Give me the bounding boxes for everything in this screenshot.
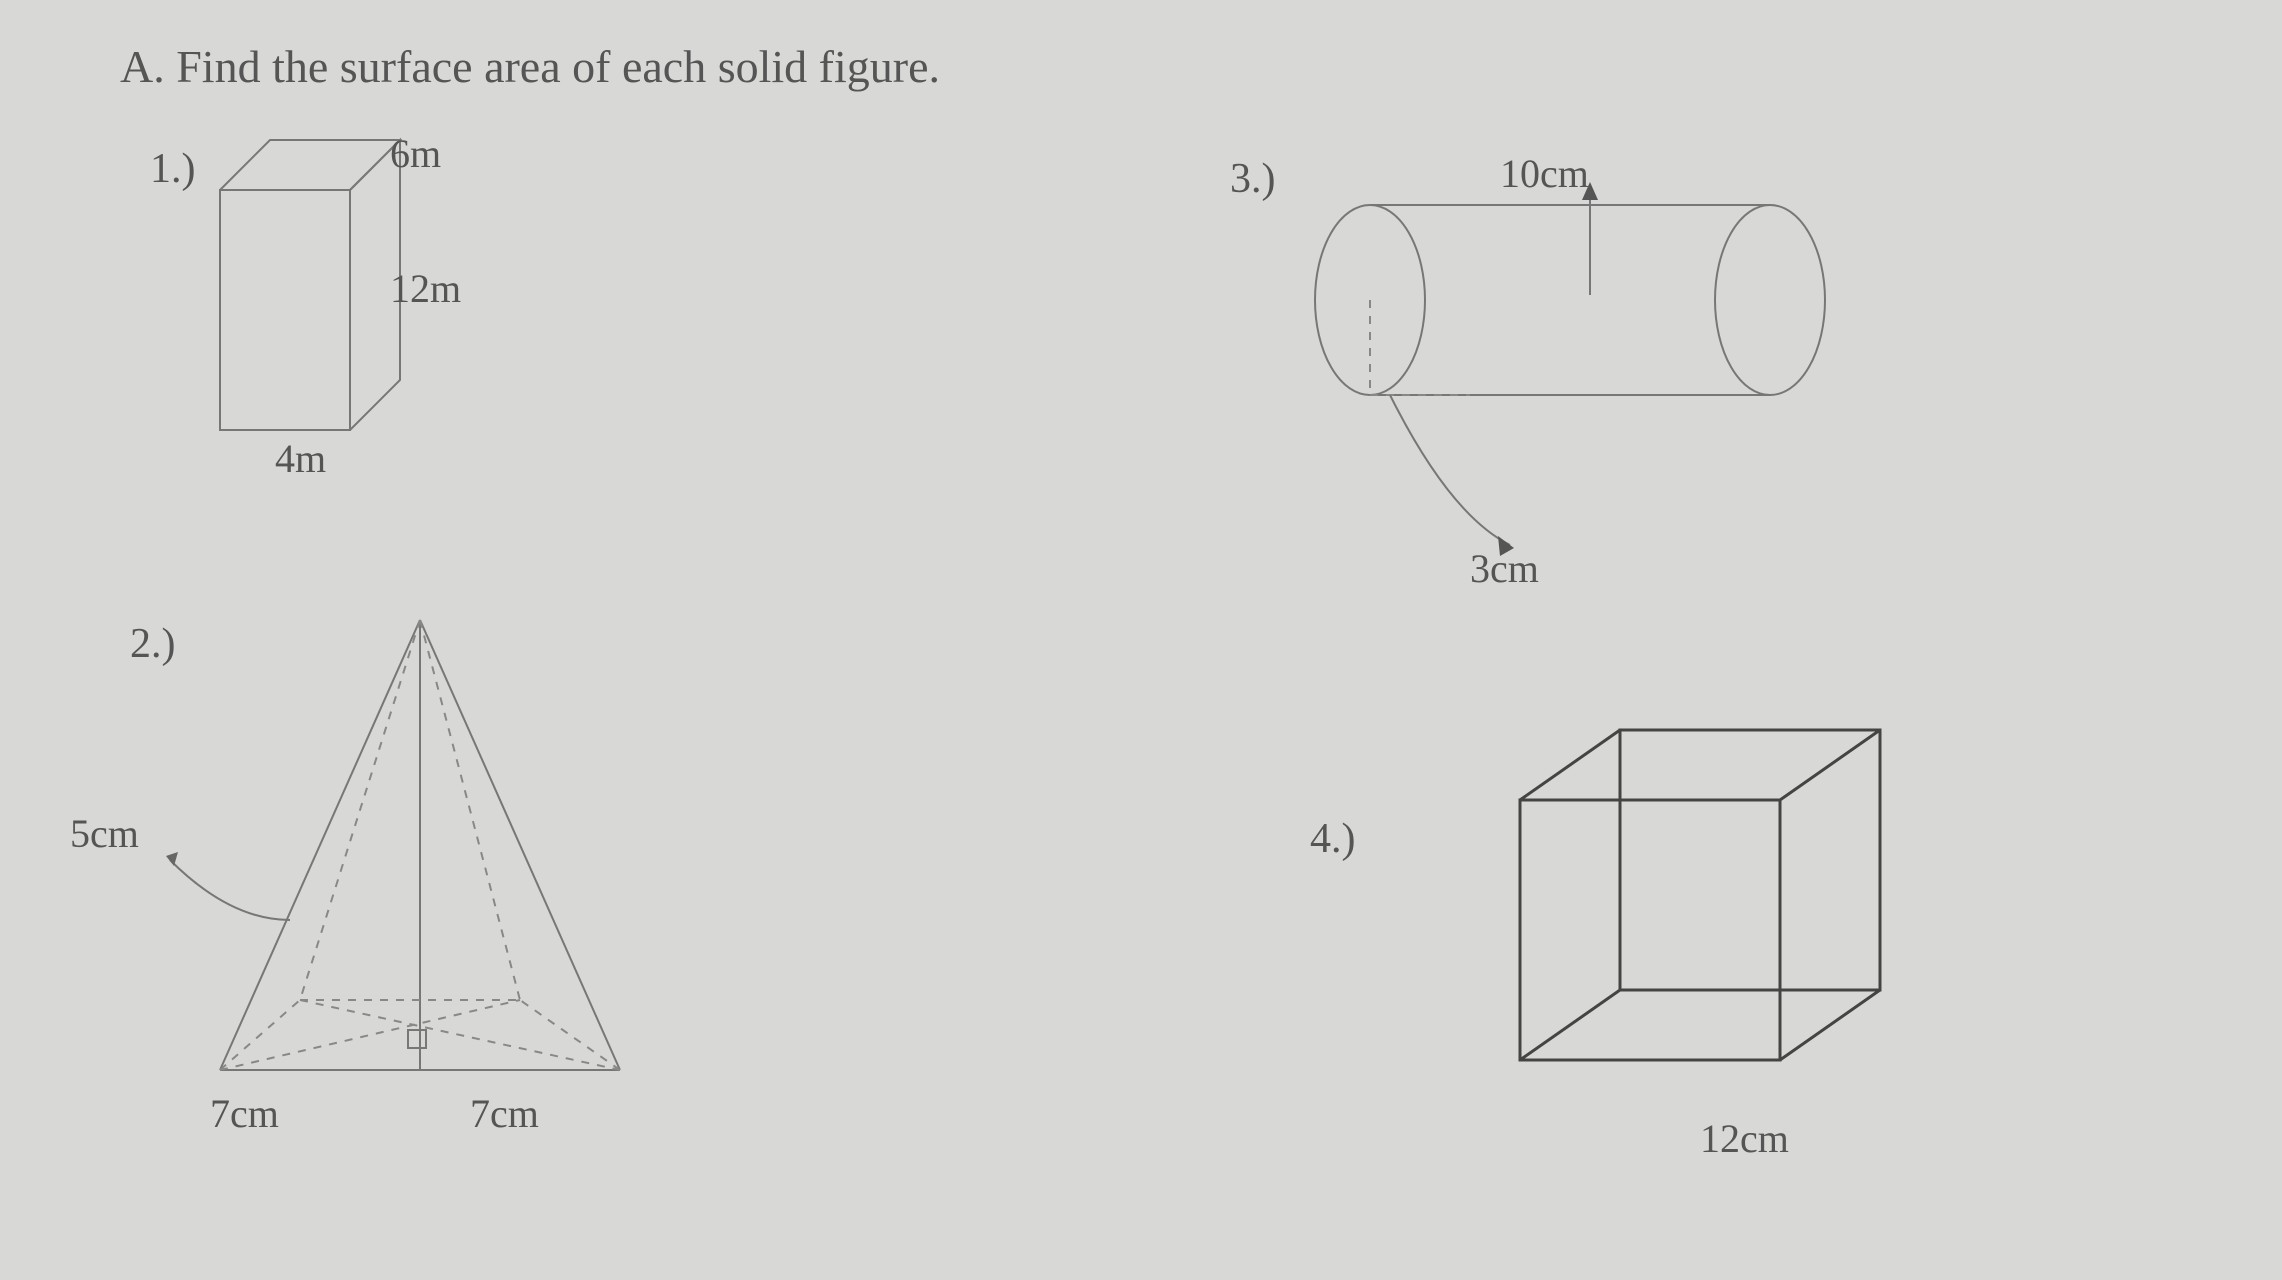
pyramid-base-b-label: 7cm: [470, 1090, 539, 1137]
worksheet-page: A. Find the surface area of each solid f…: [0, 0, 2282, 1280]
cylinder-figure: [1290, 170, 1850, 590]
page-title: A. Find the surface area of each solid f…: [120, 40, 940, 93]
pyramid-figure: [160, 600, 680, 1120]
problem-4-label: 4.): [1310, 815, 1356, 863]
cube-figure: [1460, 700, 1940, 1140]
cylinder-radius-label: 3cm: [1470, 545, 1539, 592]
prism-width-label: 6m: [390, 130, 441, 177]
cube-edge-label: 12cm: [1700, 1115, 1789, 1162]
prism-height-label: 12m: [390, 265, 461, 312]
cylinder-length-label: 10cm: [1500, 150, 1589, 197]
problem-3-label: 3.): [1230, 155, 1276, 203]
pyramid-height-label: 5cm: [70, 810, 139, 857]
problem-1-label: 1.): [150, 145, 196, 193]
pyramid-base-a-label: 7cm: [210, 1090, 279, 1137]
prism-depth-label: 4m: [275, 435, 326, 482]
